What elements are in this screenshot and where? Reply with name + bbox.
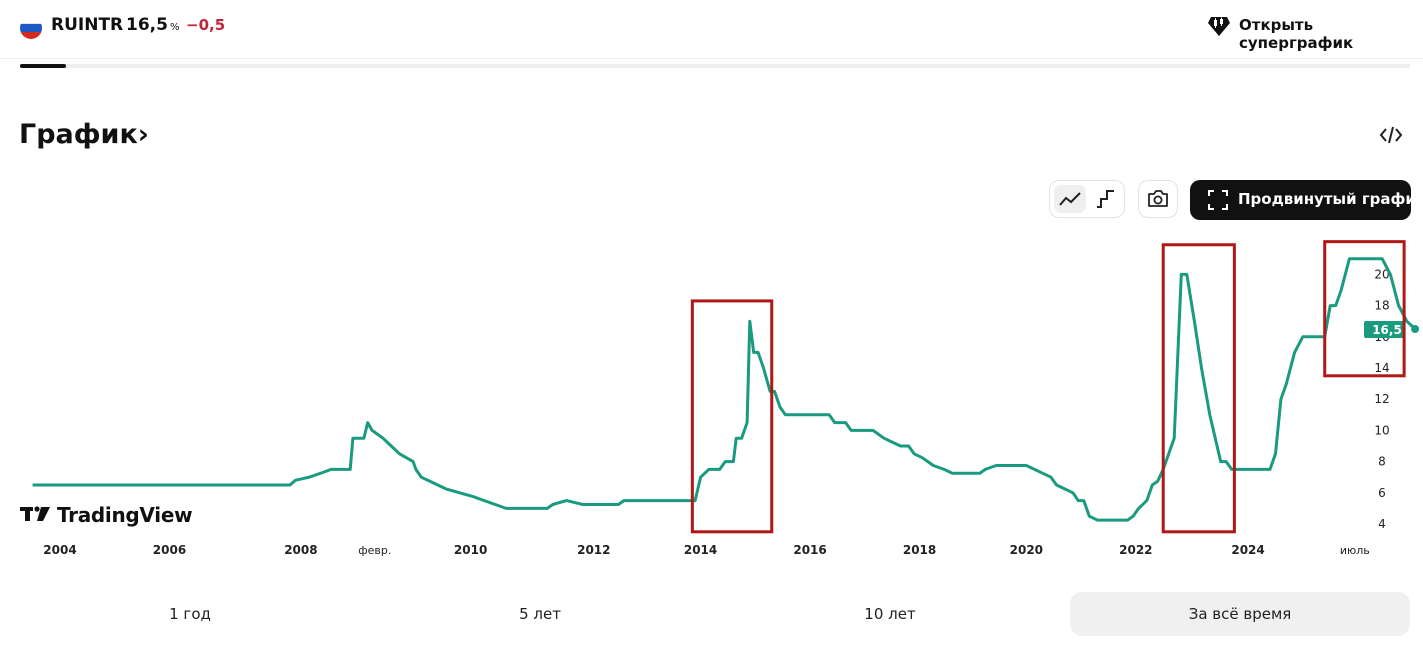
camera-icon: [1148, 190, 1168, 207]
step-chart-icon: [1097, 190, 1114, 208]
chart-style-toggle: [1049, 180, 1125, 218]
tab-indicator-active: [20, 64, 66, 68]
y-tick-label: 18: [1374, 299, 1389, 313]
x-tick-label: 2022: [1119, 543, 1152, 557]
value-unit: %: [169, 22, 180, 33]
screenshot-button[interactable]: [1138, 180, 1178, 218]
y-tick-label: 4: [1378, 517, 1386, 531]
line-chart-icon: [1059, 192, 1081, 206]
x-tick-label: 2018: [903, 543, 936, 557]
y-tick-label: 10: [1374, 423, 1389, 437]
open-supergraph-button[interactable]: Открыть суперграфик: [1239, 16, 1354, 52]
y-tick-label: 8: [1378, 455, 1386, 469]
supergraph-icon[interactable]: [1207, 14, 1231, 38]
top-bar: RUINTR 16,5% −0,5 Открыть суперграфик: [0, 0, 1423, 59]
x-tick-label: 2010: [454, 543, 487, 557]
period-all-time[interactable]: За всё время: [1070, 592, 1410, 636]
annotation-box: [690, 299, 774, 534]
line-chart-button[interactable]: [1054, 185, 1086, 213]
x-tick-label: 2016: [793, 543, 826, 557]
x-tick-label: 2006: [153, 543, 186, 557]
x-tick-label: 2024: [1231, 543, 1264, 557]
annotation-box: [1161, 243, 1236, 534]
advanced-chart-button[interactable]: Продвинутый график: [1190, 180, 1423, 220]
x-tick-label: 2004: [43, 543, 76, 557]
value-change: −0,5: [186, 16, 226, 34]
advanced-chart-label: Продвинутый график: [1238, 190, 1423, 208]
y-tick-label: 12: [1374, 392, 1389, 406]
x-tick-label: февр.: [358, 544, 391, 557]
current-value: 16,5%: [126, 15, 180, 35]
period-10-years[interactable]: 10 лет: [864, 605, 916, 623]
step-chart-button[interactable]: [1090, 185, 1122, 213]
period-5-years[interactable]: 5 лет: [519, 605, 561, 623]
series-line: [32, 257, 1417, 522]
chart-section-title[interactable]: График›: [19, 119, 149, 150]
annotation-box: [1323, 240, 1406, 378]
embed-code-icon[interactable]: [1379, 125, 1403, 145]
last-point-marker: [1411, 325, 1420, 333]
x-tick-label: 2020: [1010, 543, 1043, 557]
tab-track: [20, 64, 1410, 68]
fullscreen-icon: [1208, 190, 1228, 210]
tradingview-brand: TradingView: [57, 503, 193, 527]
last-value-label: 16,5: [1372, 323, 1402, 337]
y-tick-label: 20: [1374, 267, 1389, 281]
x-tick-label: 2014: [684, 543, 717, 557]
x-tick-label: 2008: [284, 543, 317, 557]
ticker-symbol: RUINTR: [51, 15, 124, 35]
x-tick-label: 2012: [577, 543, 610, 557]
y-tick-label: 6: [1378, 486, 1386, 500]
rate-line-chart[interactable]: 2004 2006 2008 февр. 2010 2012 2014 2016 2018 202…: [0, 222, 1423, 568]
y-tick-label: 14: [1374, 361, 1389, 375]
last-value-badge: [1364, 321, 1405, 338]
tradingview-logo-icon: [20, 506, 50, 521]
russia-flag-icon: [20, 17, 42, 39]
period-1-year[interactable]: 1 год: [169, 605, 211, 623]
x-tick-label: июль: [1340, 544, 1370, 557]
